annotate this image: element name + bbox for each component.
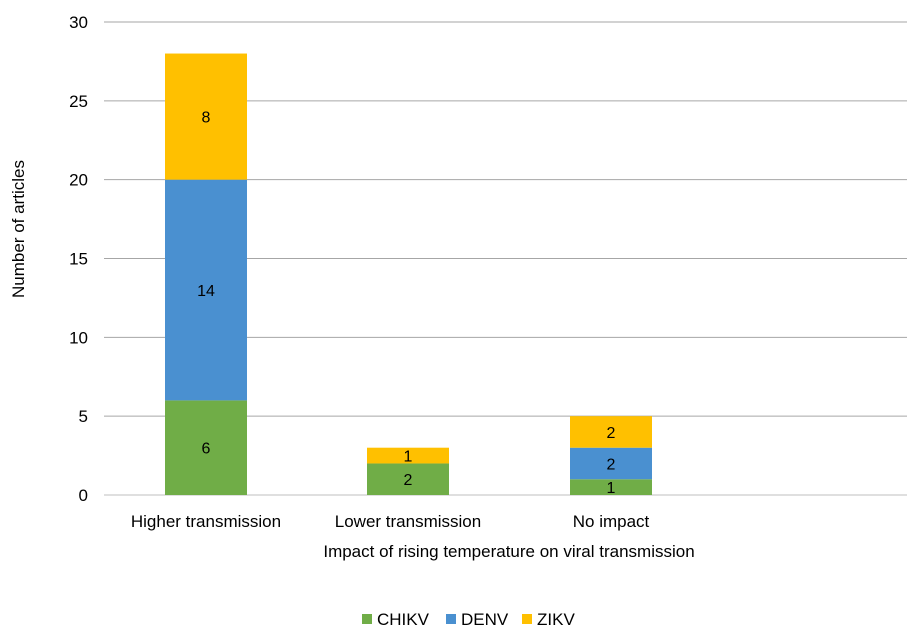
y-tick-label: 5 <box>79 407 88 426</box>
data-label: 1 <box>607 480 616 497</box>
x-axis-title: Impact of rising temperature on viral tr… <box>323 542 694 561</box>
data-label: 6 <box>202 441 211 458</box>
bar-segment-zikv <box>367 447 449 464</box>
x-tick-label: Lower transmission <box>335 512 481 531</box>
legend-swatch <box>362 614 372 624</box>
bar-segment-denv <box>570 447 652 480</box>
legend-label: DENV <box>461 610 509 629</box>
y-tick-label: 20 <box>69 171 88 190</box>
data-label: 2 <box>607 425 616 442</box>
legend-swatch <box>522 614 532 624</box>
x-tick-label: No impact <box>573 512 650 531</box>
data-label: 8 <box>202 110 211 127</box>
bar-segment-chikv <box>570 479 652 495</box>
bar-segment-chikv <box>165 400 247 495</box>
data-label: 2 <box>404 472 413 489</box>
legend-item-chikv: CHIKV <box>362 610 430 629</box>
x-axis-ticks: Higher transmission Lower transmission No … <box>131 512 650 531</box>
y-tick-label: 0 <box>79 486 88 505</box>
legend-item-zikv: ZIKV <box>522 610 575 629</box>
bar-segment-denv <box>165 179 247 401</box>
x-tick-label: Higher transmission <box>131 512 281 531</box>
y-tick-label: 25 <box>69 92 88 111</box>
legend-item-denv: DENV <box>446 610 509 629</box>
legend-label: CHIKV <box>377 610 430 629</box>
bars: 6 14 8 2 1 1 2 2 <box>165 53 652 497</box>
y-tick-label: 10 <box>69 328 88 347</box>
y-axis-ticks: 0 5 10 15 20 25 30 <box>69 13 88 505</box>
bar-segment-chikv <box>367 463 449 495</box>
data-label: 14 <box>197 283 215 300</box>
legend-label: ZIKV <box>537 610 575 629</box>
bar-segment-zikv <box>165 53 247 180</box>
data-label: 1 <box>404 449 413 466</box>
y-tick-label: 30 <box>69 13 88 32</box>
data-label: 2 <box>607 456 616 473</box>
y-axis-title: Number of articles <box>9 160 28 298</box>
legend-swatch <box>446 614 456 624</box>
y-tick-label: 15 <box>69 250 88 269</box>
legend: CHIKV DENV ZIKV <box>362 610 575 629</box>
bar-segment-zikv <box>570 416 652 448</box>
